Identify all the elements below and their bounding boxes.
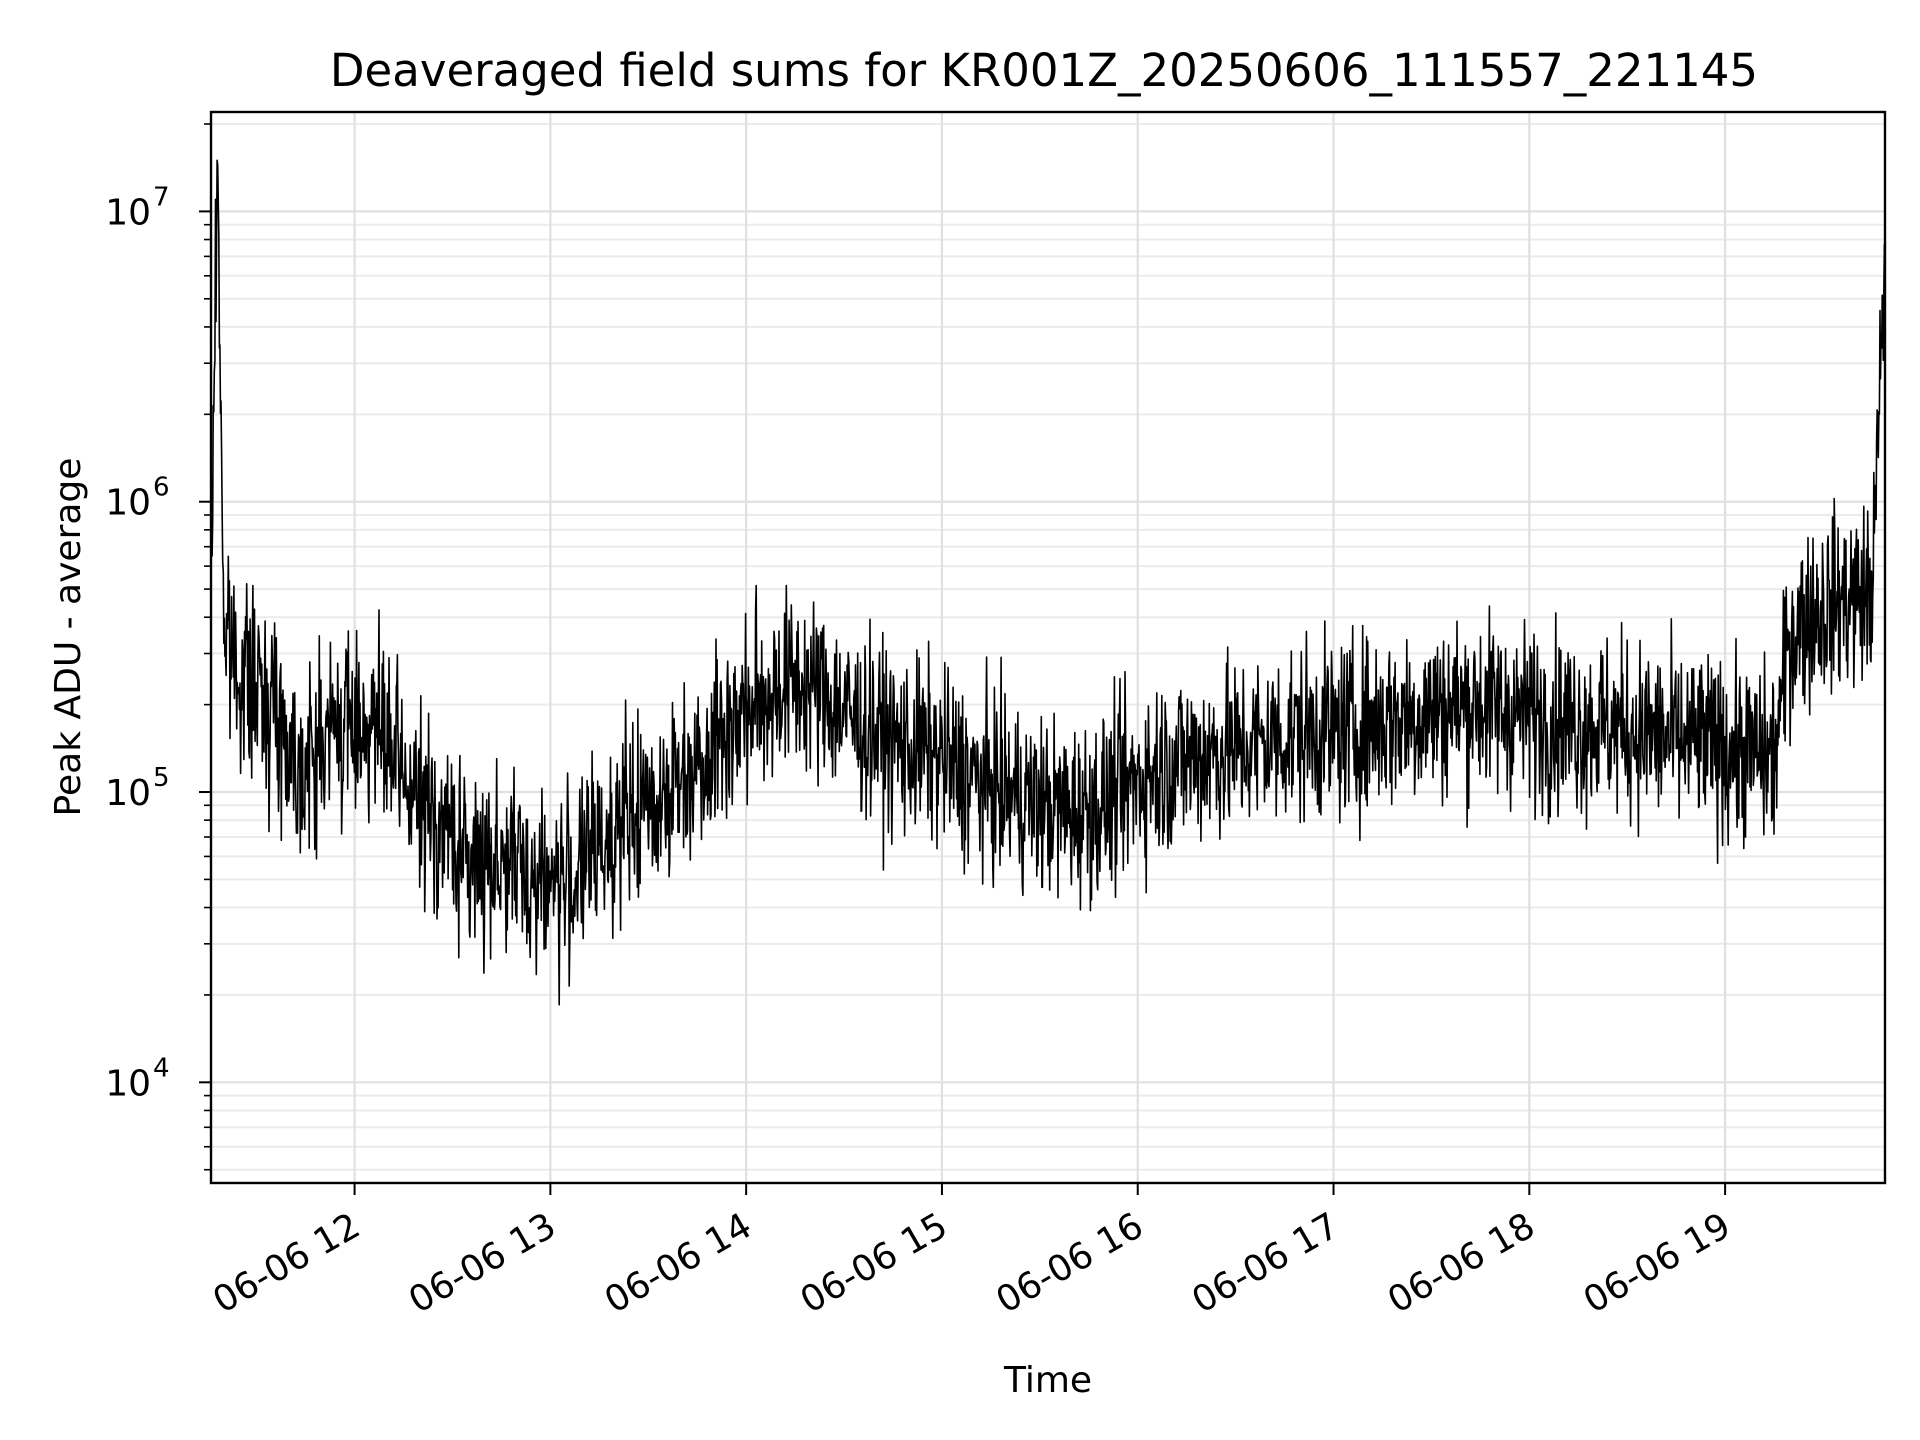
y-tick-label: 10	[105, 483, 151, 524]
plot-frame	[209, 110, 1887, 1185]
plot-area	[211, 112, 1885, 1183]
y-tick-label: 10	[105, 192, 151, 233]
y-tick-label: 10	[105, 1063, 151, 1104]
x-axis-label: Time	[1003, 1360, 1092, 1401]
y-tick-exponent: 6	[153, 473, 170, 503]
grid	[204, 112, 1885, 1183]
y-tick-exponent: 4	[153, 1053, 170, 1083]
y-axis-label: Peak ADU - average	[48, 458, 89, 817]
series-line	[210, 159, 1886, 1006]
chart-title: Deaveraged field sums for KR001Z_2025060…	[330, 44, 1758, 97]
y-tick-exponent: 7	[153, 182, 170, 212]
y-tick-exponent: 5	[153, 763, 170, 793]
y-tick-label: 10	[105, 773, 151, 814]
